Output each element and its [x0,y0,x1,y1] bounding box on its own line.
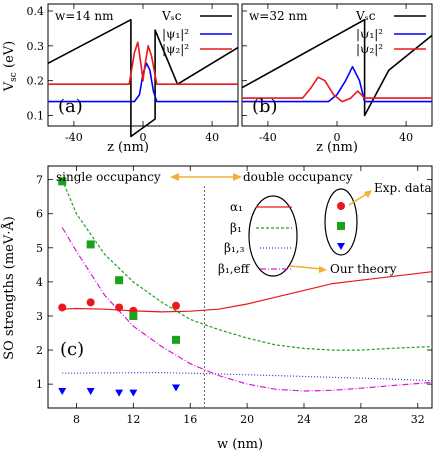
exp-point-beta13 [172,384,180,392]
panel-c-xtick-label-0: 8 [73,413,80,426]
curve-beta13 [62,371,433,382]
legend-exp-triangle [337,243,345,250]
theory-arrow [289,265,323,270]
panel-a-curve-psi1 [48,62,238,103]
panel-b-ticks: -40 0 40 [242,4,413,144]
panel-b-xtick-label-2: 40 [399,131,413,144]
panel-b-legend: Vₛc |ψ₁|² |ψ₂|² [355,9,426,56]
double-occupancy-label: double occupancy [243,170,353,184]
panel-b-curves [241,18,433,117]
occupancy-arrow [170,173,242,181]
legend-vsc-a: Vₛc [161,9,182,23]
panel-a-ylabel: Vsc (eV) [2,41,19,92]
curve-beta1eff [61,227,433,392]
legend-betaeff: β₁,eff [218,262,251,276]
legend-beta13: β₁,₃ [224,241,245,255]
panel-c-frame [47,165,433,409]
panel-a-ytick-label-3: 0.4 [27,5,45,18]
legend-psi1-b: |ψ₁|² [356,27,383,41]
legend-vsc-b: Vₛc [355,9,376,23]
exp-data-label: Exp. data [374,181,432,195]
theory-ellipse [248,195,298,277]
panel-c-xtick-label-2: 16 [183,413,197,426]
panel-c-curves [61,179,433,392]
exp-point-beta13 [129,389,138,397]
exp-ellipse [324,188,358,256]
panel-a-ytick-label-2: 0.3 [27,40,45,53]
curve-alpha1 [62,271,433,313]
panel-a-ticks: -40 0 40 0.1 0.2 0.3 0.4 [27,4,219,144]
panel-a-width-label: w=14 nm [55,9,114,23]
panel-a-xlabel: z (nm) [107,140,149,155]
single-occupancy-label: single occupancy [56,170,161,184]
panel-b-curve-psi2 [242,76,432,103]
exp-point-beta1 [129,311,138,320]
panel-c-ylabel: SO strengths (meV·Å) [1,216,17,360]
our-theory-label: Our theory [330,262,397,276]
panel-a-xtick-label-2: 40 [205,131,219,144]
panel-c-xtick-label-6: 32 [411,413,425,426]
exp-arrow-head [364,190,372,198]
exp-point-beta1 [172,335,180,344]
panel-c-ytick-label-1: 2 [36,344,43,357]
panel-a-label: (a) [58,96,83,117]
panel-a-xtick-label-0: -40 [65,131,83,144]
panel-b-xtick-label-0: -40 [259,131,277,144]
panel-b-xtick-label-1: 0 [334,131,341,144]
panel-c-ytick-label-4: 5 [36,242,43,255]
legend-alpha1: α₁ [230,200,243,214]
exp-point-beta13 [115,389,124,397]
exp-point-beta13 [58,387,67,395]
legend-psi2-b: |ψ₂|² [356,42,383,56]
exp-point-alpha1 [172,301,180,310]
exp-point-beta13 [86,387,95,395]
panel-a-curve-psi2 [48,41,238,85]
legend-beta1: β₁ [230,221,242,235]
panel-c-label: (c) [60,339,84,360]
legend-exp-square [337,222,345,230]
panel-a-xtick-label-1: 0 [140,131,147,144]
exp-arrow [348,192,369,206]
panel-a-ytick-label-1: 0.2 [27,75,45,88]
legend-exp-circle [337,202,345,210]
legend-psi2-a: |ψ₂|² [162,42,189,56]
panel-b-xlabel: z (nm) [316,140,358,155]
exp-point-beta1 [86,240,95,249]
panel-c-xtick-label-5: 28 [354,413,368,426]
panel-c-ytick-label-5: 6 [36,208,43,221]
exp-point-alpha1 [58,303,67,312]
panel-c-xtick-label-1: 12 [126,413,140,426]
theory-arrow-head [319,266,327,273]
panel-a: -40 0 40 0.1 0.2 0.3 0.4 w=14 nm (a) Vₛc |ψ₁|²… [2,3,239,155]
panel-b-width-label: w=32 nm [249,9,308,23]
panel-c-ytick-label-3: 4 [36,276,43,289]
legend-psi1-a: |ψ₁|² [162,27,189,41]
panel-c-xtick-label-3: 20 [240,413,254,426]
panel-c-legend: α₁ β₁ β₁,₃ β₁,eff Exp. data Our theory [218,181,432,277]
panel-c-xlabel: w (nm) [217,437,263,452]
panel-a-legend: Vₛc |ψ₁|² |ψ₂|² [161,9,232,56]
panel-c-points [58,177,180,397]
panel-b-label: (b) [252,96,278,117]
panel-a-ytick-label-0: 0.1 [27,110,45,123]
panel-c-xtick-label-4: 24 [297,413,311,426]
panel-b: -40 0 40 w=32 nm (b) Vₛc |ψ₁|² |ψ₂|² z (nm… [241,3,433,155]
exp-point-alpha1 [86,298,95,307]
exp-point-alpha1 [115,303,124,312]
exp-point-beta1 [58,177,67,186]
exp-point-beta1 [115,276,124,285]
panel-c-ytick-label-0: 1 [36,378,43,391]
panel-b-curve-vsc [241,18,433,117]
panel-c-ytick-label-6: 7 [36,174,43,187]
panel-c-ytick-label-2: 3 [36,310,43,323]
panel-a-curves [47,18,239,138]
